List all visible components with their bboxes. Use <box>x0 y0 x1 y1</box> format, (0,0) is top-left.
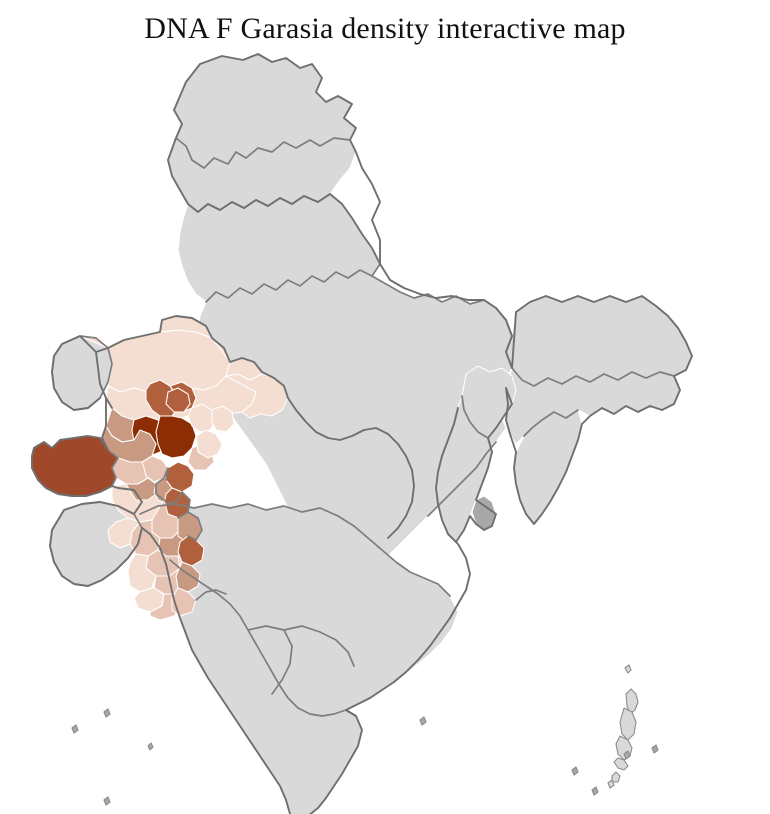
country-outline-layer <box>32 54 692 814</box>
district-region[interactable] <box>156 416 196 458</box>
district-region[interactable] <box>212 406 234 432</box>
district-region[interactable] <box>166 388 190 412</box>
page-title: DNA F Garasia density interactive map <box>144 12 626 45</box>
district-region[interactable] <box>166 462 194 492</box>
district-region[interactable] <box>108 518 140 548</box>
india-map-svg[interactable] <box>0 44 770 814</box>
interactive-map[interactable] <box>0 44 770 814</box>
district-region[interactable] <box>188 404 216 432</box>
islands-layer <box>72 665 658 814</box>
